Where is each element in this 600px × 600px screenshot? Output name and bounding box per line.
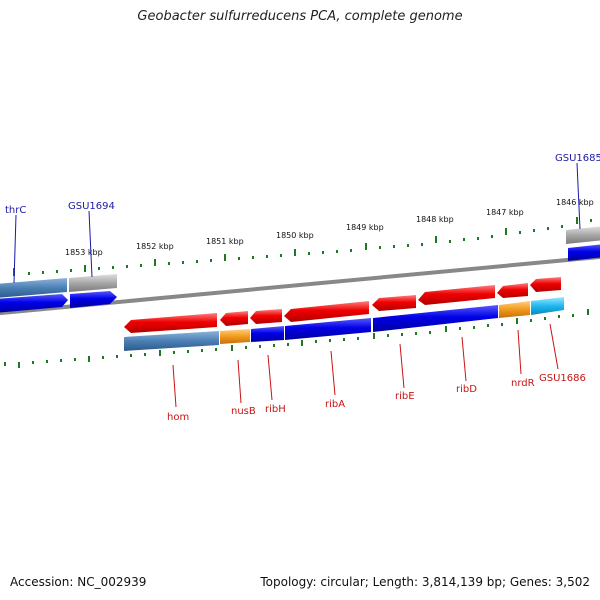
- gene-ribH-reverse[interactable]: [250, 309, 282, 324]
- gene-label-ribA: ribA: [325, 399, 345, 410]
- lower-gene-leaders: [172, 323, 559, 408]
- gene-nusB-reverse[interactable]: [220, 311, 248, 326]
- gene-GSU1694-gray[interactable]: [69, 274, 117, 292]
- gene-ribE-ribD-forward[interactable]: [373, 305, 498, 332]
- upper-tick-track: [13, 217, 592, 276]
- gene-nrdR-reverse[interactable]: [497, 283, 528, 298]
- kbp-label: 1853 kbp: [65, 248, 103, 257]
- gene-nrdR-orange[interactable]: [499, 301, 530, 318]
- gene-GSU1694-forward[interactable]: [70, 291, 117, 308]
- kbp-label: 1852 kbp: [136, 242, 174, 251]
- accession-text: Accession: NC_002939: [10, 575, 147, 589]
- kbp-label: 1846 kbp: [556, 198, 594, 207]
- gene-label-ribE: ribE: [395, 391, 415, 402]
- gene-GSU1686-reverse[interactable]: [530, 277, 561, 292]
- gene-thrC-steel[interactable]: [0, 278, 67, 298]
- gene-ribE-reverse[interactable]: [372, 295, 416, 311]
- upper-gene-labels: thrC GSU1694 GSU1685: [5, 153, 600, 216]
- genome-summary-text: Topology: circular; Length: 3,814,139 bp…: [260, 575, 590, 589]
- kbp-label: 1847 kbp: [486, 208, 524, 217]
- gene-hom-steel[interactable]: [124, 331, 219, 351]
- gene-ribA-reverse[interactable]: [284, 301, 369, 322]
- gene-label-GSU1685: GSU1685: [555, 153, 600, 164]
- gene-thrC-forward[interactable]: [0, 294, 68, 313]
- gene-label-ribD: ribD: [456, 384, 477, 395]
- gene-label-nrdR: nrdR: [511, 378, 535, 389]
- gene-nusB-orange[interactable]: [220, 329, 250, 344]
- gene-ribD-reverse[interactable]: [418, 285, 495, 305]
- gene-label-thrC: thrC: [5, 205, 26, 216]
- gene-GSU1685-forward[interactable]: [568, 244, 600, 261]
- lower-gene-labels: hom nusB ribH ribA ribE ribD nrdR GSU168…: [167, 373, 586, 423]
- kbp-label: 1849 kbp: [346, 223, 384, 232]
- lower-tick-track: [4, 309, 589, 368]
- gene-GSU1686-cyan[interactable]: [531, 297, 564, 315]
- kbp-label: 1850 kbp: [276, 231, 314, 240]
- gene-label-nusB: nusB: [231, 406, 256, 417]
- gene-label-GSU1686: GSU1686: [539, 373, 586, 384]
- kbp-labels: 1853 kbp 1852 kbp 1851 kbp 1850 kbp 1849…: [65, 198, 594, 257]
- gene-ribH-forward[interactable]: [251, 326, 284, 342]
- upper-gene-leaders: [13, 162, 581, 284]
- lower-gene-track: [124, 277, 564, 351]
- upper-gene-track: [0, 226, 600, 313]
- gene-hom-reverse[interactable]: [124, 313, 217, 333]
- gene-GSU1685-gray[interactable]: [566, 226, 600, 244]
- gene-label-GSU1694: GSU1694: [68, 201, 115, 212]
- gene-label-hom: hom: [167, 412, 189, 423]
- kbp-label: 1851 kbp: [206, 237, 244, 246]
- kbp-label: 1848 kbp: [416, 215, 454, 224]
- gene-ribA-forward[interactable]: [285, 318, 371, 340]
- gene-label-ribH: ribH: [265, 404, 286, 415]
- genome-title: Geobacter sulfurreducens PCA, complete g…: [137, 9, 463, 24]
